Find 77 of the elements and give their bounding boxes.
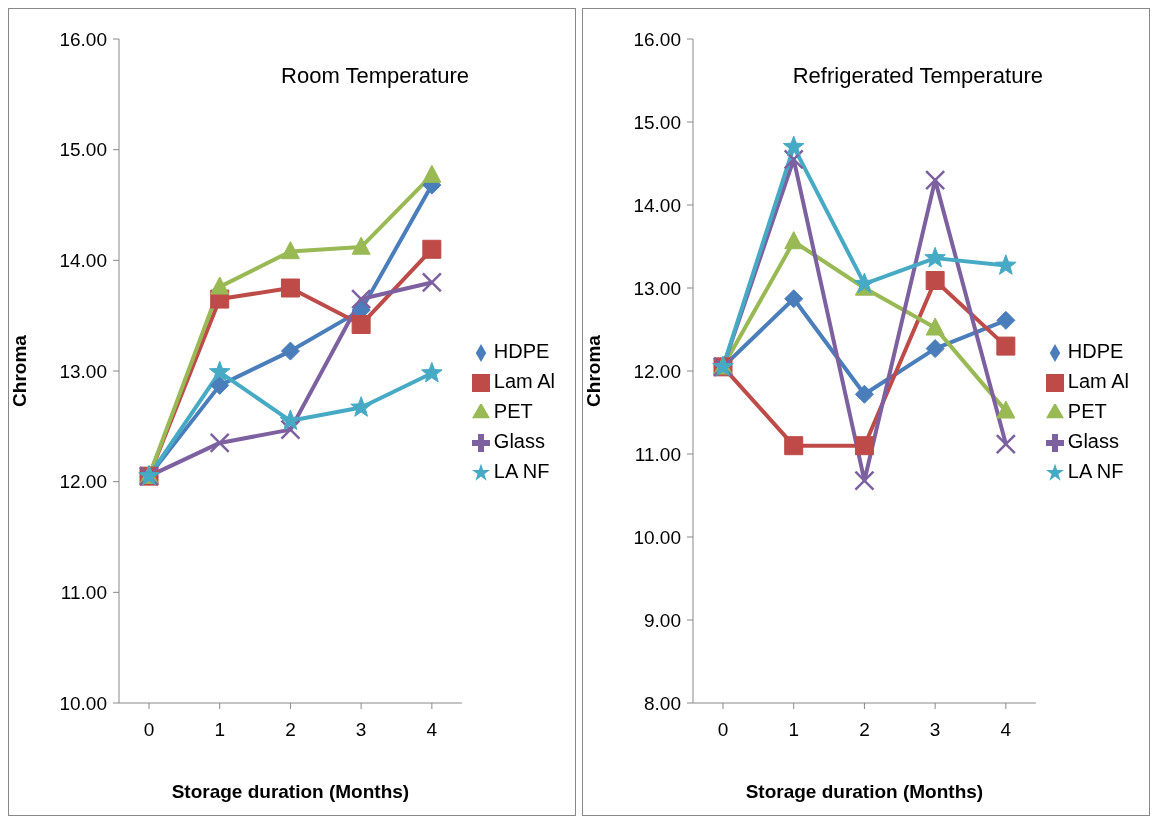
legend-label: HDPE <box>493 340 550 362</box>
text: Room Temperature <box>280 63 469 89</box>
point <box>782 135 805 157</box>
y-tick-label: 10.00 <box>633 526 681 548</box>
point <box>854 384 874 404</box>
x-tick-label: 1 <box>788 719 799 741</box>
x-tick-label: 0 <box>717 719 729 741</box>
point <box>421 361 443 383</box>
x-axis-title: Storage duration (Months) <box>171 781 410 802</box>
point <box>210 276 230 295</box>
point <box>280 341 300 361</box>
point <box>995 433 1017 455</box>
y-tick-label: 15.00 <box>633 111 681 133</box>
point <box>925 339 945 359</box>
x-tick-label: 3 <box>355 719 367 741</box>
y-tick-label: 12.00 <box>59 471 107 493</box>
y-tick-label: 9.00 <box>644 609 681 631</box>
point <box>784 231 804 250</box>
y-tick-label: 13.00 <box>59 360 107 382</box>
y-tick-label: 14.00 <box>633 194 681 216</box>
y-axis-title: Chroma <box>8 334 30 407</box>
legend-label: Lam Al <box>1067 370 1129 392</box>
point <box>350 288 372 310</box>
point <box>280 419 301 440</box>
y-tick-label: 12.00 <box>633 360 681 382</box>
y-tick-label: 16.00 <box>59 28 107 50</box>
point <box>995 254 1017 275</box>
point <box>422 239 442 259</box>
x-tick-label: 1 <box>214 719 225 741</box>
point <box>924 246 946 268</box>
point <box>996 336 1016 356</box>
legend-label: HDPE <box>1067 340 1124 362</box>
y-tick-label: 16.00 <box>633 28 681 50</box>
point <box>421 272 443 293</box>
x-tick-label: 2 <box>285 719 296 741</box>
x-tick-label: 4 <box>1000 719 1012 741</box>
point <box>854 436 874 456</box>
point <box>783 149 804 170</box>
legend-label: Glass <box>493 430 545 452</box>
point <box>209 432 230 454</box>
point <box>350 396 372 417</box>
point <box>924 169 946 191</box>
legend-label: PET <box>493 400 533 422</box>
point <box>351 236 371 255</box>
point <box>280 241 300 260</box>
y-tick-label: 11.00 <box>634 443 681 465</box>
y-tick-label: 11.00 <box>60 582 107 604</box>
y-tick-label: 15.00 <box>59 139 107 161</box>
point <box>996 400 1016 419</box>
point <box>784 436 804 456</box>
y-tick-label: 8.00 <box>644 692 681 714</box>
point <box>925 271 945 291</box>
point <box>996 310 1016 330</box>
y-tick-label: 10.00 <box>59 692 107 714</box>
x-tick-label: 4 <box>426 719 438 741</box>
y-tick-label: 13.00 <box>633 277 681 299</box>
point <box>784 289 804 309</box>
legend-label: Lam Al <box>493 370 555 392</box>
point <box>422 164 442 183</box>
legend-label: Glass <box>1067 430 1119 452</box>
point <box>208 360 231 382</box>
point <box>210 375 230 395</box>
legend-label: PET <box>1067 400 1107 422</box>
x-axis-title: Storage duration (Months) <box>745 781 984 802</box>
text: Refrigerated Temperature <box>791 63 1043 89</box>
point <box>925 317 945 336</box>
y-axis-title: Chroma <box>582 334 604 407</box>
point <box>280 278 300 298</box>
x-tick-label: 0 <box>143 719 155 741</box>
point <box>351 315 371 335</box>
y-tick-label: 14.00 <box>59 250 107 272</box>
x-tick-label: 2 <box>859 719 870 741</box>
point <box>854 470 875 491</box>
legend-label: LA NF <box>493 460 550 482</box>
legend-label: LA NF <box>1067 460 1124 482</box>
x-tick-label: 3 <box>929 719 941 741</box>
point <box>279 409 302 431</box>
